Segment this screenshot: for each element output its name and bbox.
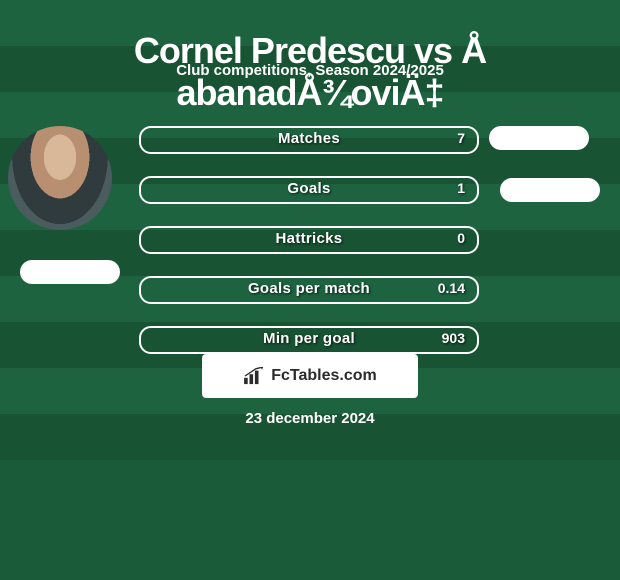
stat-bar: Goals per match0.14 xyxy=(139,276,479,304)
logo-badge[interactable]: FcTables.com xyxy=(202,354,418,398)
stat-label: Hattricks xyxy=(141,230,477,247)
stat-value: 0 xyxy=(457,230,465,246)
stat-value: 7 xyxy=(457,130,465,146)
stat-label: Min per goal xyxy=(141,330,477,347)
date-label: 23 december 2024 xyxy=(0,410,620,427)
stat-value: 903 xyxy=(442,330,465,346)
chart-icon xyxy=(243,367,265,385)
stat-bars: Matches7Goals1Hattricks0Goals per match0… xyxy=(139,126,479,376)
placeholder-pill xyxy=(500,178,600,202)
stat-bar: Goals1 xyxy=(139,176,479,204)
stat-label: Goals per match xyxy=(141,280,477,297)
stat-value: 1 xyxy=(457,180,465,196)
stat-bar: Hattricks0 xyxy=(139,226,479,254)
logo-text: FcTables.com xyxy=(271,367,377,385)
stat-label: Goals xyxy=(141,180,477,197)
stat-label: Matches xyxy=(141,130,477,147)
page-subtitle: Club competitions, Season 2024/2025 xyxy=(0,62,620,79)
stat-bar: Min per goal903 xyxy=(139,326,479,354)
placeholder-pill xyxy=(20,260,120,284)
stat-bar: Matches7 xyxy=(139,126,479,154)
placeholder-pill xyxy=(489,126,589,150)
stat-value: 0.14 xyxy=(438,280,465,296)
avatar-player-1 xyxy=(8,126,112,230)
